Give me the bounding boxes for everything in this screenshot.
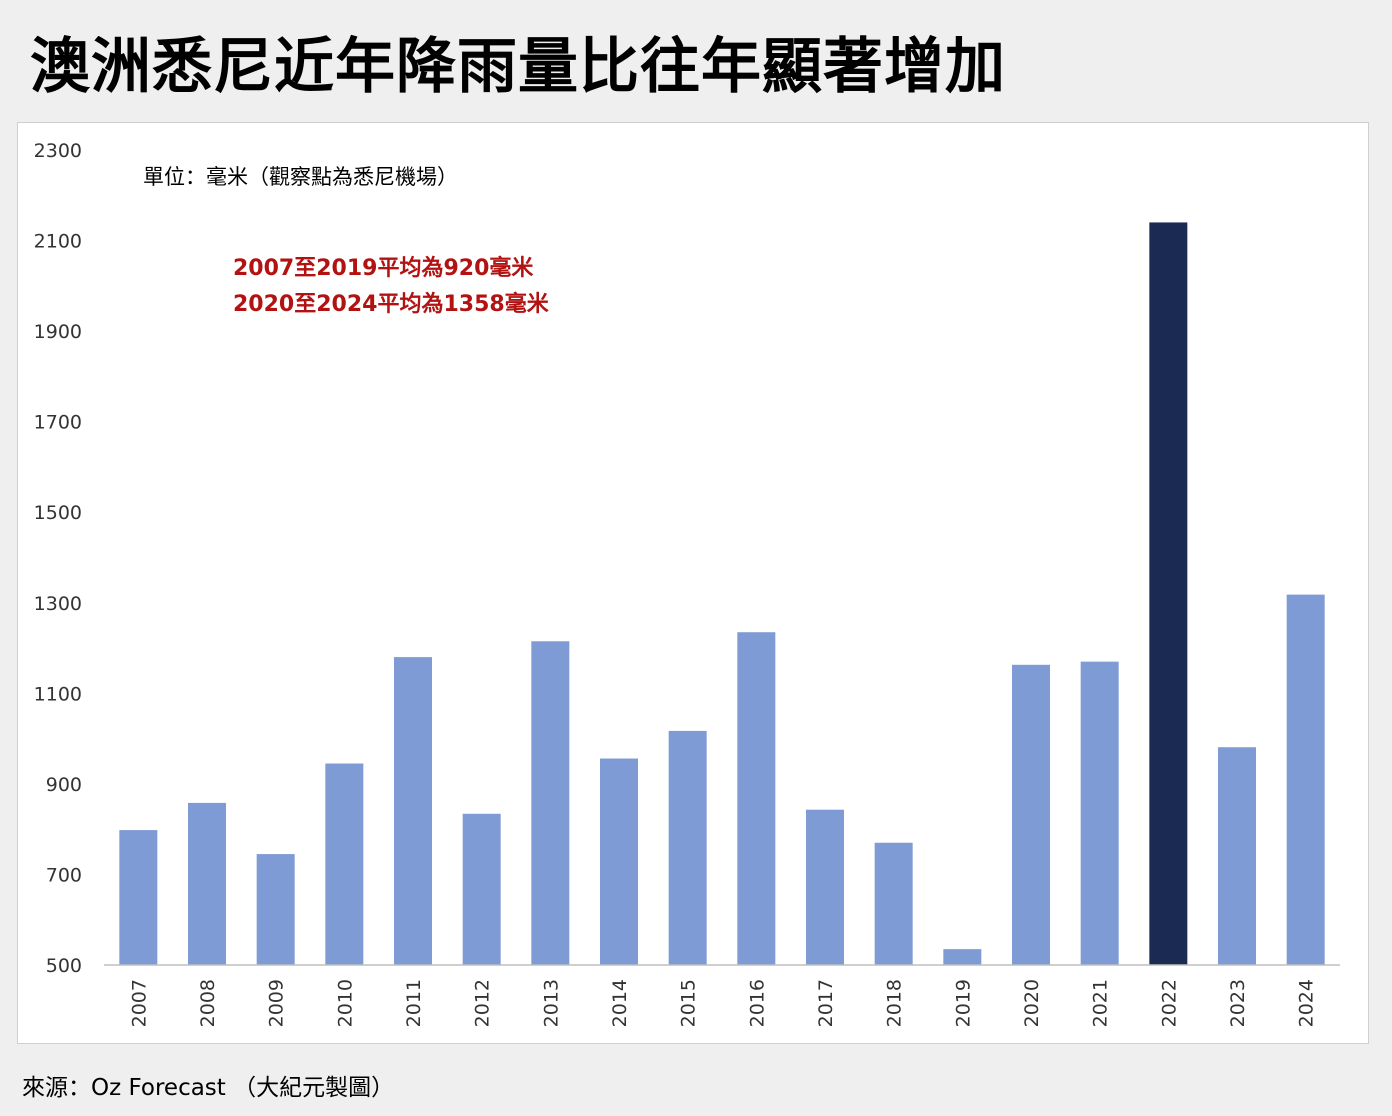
x-tick-label: 2008 <box>197 979 219 1027</box>
bar-2008 <box>188 802 226 965</box>
x-tick-label: 2011 <box>403 979 425 1027</box>
x-tick-label: 2012 <box>472 979 494 1027</box>
x-tick-label: 2009 <box>266 979 288 1027</box>
average-annotations: 2007至2019平均為920毫米 2020至2024平均為1358毫米 <box>233 251 549 323</box>
x-tick-label: 2014 <box>609 979 631 1027</box>
bar-2016 <box>737 632 776 965</box>
bar-2015 <box>668 730 707 965</box>
bar-2020 <box>1012 664 1050 965</box>
x-tick-label: 2015 <box>678 979 700 1027</box>
bar-chart: 500 700 900 1100 1300 1500 1700 1900 2100 2300 200… <box>34 140 1340 1027</box>
x-tick-label: 2018 <box>884 979 906 1027</box>
bar-2017 <box>806 809 844 965</box>
bar-2023 <box>1218 747 1256 965</box>
y-tick-label: 900 <box>46 774 82 796</box>
x-tick-label: 2010 <box>334 979 356 1027</box>
x-tick-label: 2016 <box>746 979 768 1027</box>
x-tick-label: 2013 <box>540 979 562 1027</box>
bar-2018 <box>874 842 913 965</box>
bar-2010 <box>325 763 364 965</box>
bar-2019 <box>943 949 982 965</box>
chart-title: 澳洲悉尼近年降雨量比往年顯著增加 <box>30 32 1006 102</box>
y-tick-label: 1100 <box>34 683 82 705</box>
bar-2022 <box>1149 222 1188 965</box>
x-tick-label: 2020 <box>1021 979 1043 1027</box>
bar-2013 <box>531 641 570 965</box>
bar-2011 <box>394 657 432 965</box>
x-tick-label: 2019 <box>952 979 974 1027</box>
unit-note: 單位：毫米（觀察點為悉尼機場） <box>143 165 458 189</box>
x-tick-label: 2024 <box>1296 979 1318 1027</box>
y-tick-label: 2100 <box>34 231 82 253</box>
bar-2014 <box>600 758 638 965</box>
bar-2024 <box>1286 594 1325 965</box>
y-tick-label: 2300 <box>34 140 82 162</box>
source-note: 來源：Oz Forecast （大紀元製圖） <box>22 1075 395 1101</box>
annotation-2007-2019: 2007至2019平均為920毫米 <box>233 256 534 281</box>
y-tick-label: 500 <box>46 955 82 977</box>
y-tick-label: 1300 <box>34 593 82 615</box>
x-tick-label: 2021 <box>1090 979 1112 1027</box>
y-tick-label: 1700 <box>34 412 82 434</box>
x-tick-label: 2022 <box>1158 979 1180 1027</box>
y-tick-label: 1900 <box>34 321 82 343</box>
x-tick-label: 2007 <box>128 979 150 1027</box>
chart-area: 500 700 900 1100 1300 1500 1700 1900 2100 2300 200… <box>17 122 1369 1044</box>
y-tick-label: 1500 <box>34 502 82 524</box>
x-tick-label: 2017 <box>815 979 837 1027</box>
y-tick-label: 700 <box>46 864 82 886</box>
x-tick-label: 2023 <box>1227 979 1249 1027</box>
bar-2012 <box>462 813 501 965</box>
bar-2009 <box>256 854 295 965</box>
annotation-2020-2024: 2020至2024平均為1358毫米 <box>233 292 549 317</box>
bar-2007 <box>119 830 158 965</box>
bar-2021 <box>1080 661 1119 965</box>
